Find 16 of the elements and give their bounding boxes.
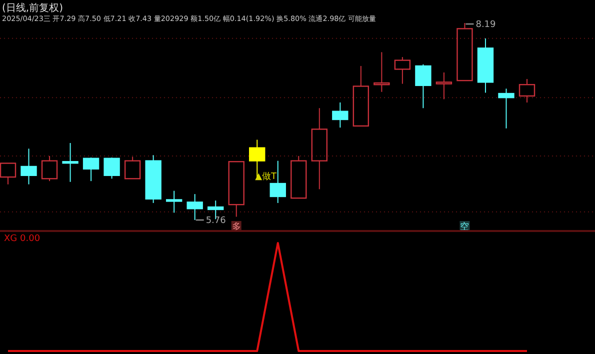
candlestick xyxy=(436,72,452,100)
candlestick xyxy=(186,194,203,220)
annotation: 5.76 xyxy=(206,216,226,226)
candlestick xyxy=(20,148,37,185)
annotation: ▲做T xyxy=(255,170,278,182)
chart-title: (日线,前复权) xyxy=(2,2,64,14)
candlestick xyxy=(62,142,78,182)
candlestick xyxy=(332,102,348,128)
annotation: 8.19 xyxy=(476,20,496,30)
text: XG xyxy=(4,234,18,244)
candlestick xyxy=(498,88,514,129)
candlestick xyxy=(477,38,494,94)
candlestick xyxy=(311,108,328,190)
annotation: 0.00 xyxy=(20,234,40,244)
text: 空 xyxy=(460,222,470,232)
candlestick xyxy=(374,52,390,92)
